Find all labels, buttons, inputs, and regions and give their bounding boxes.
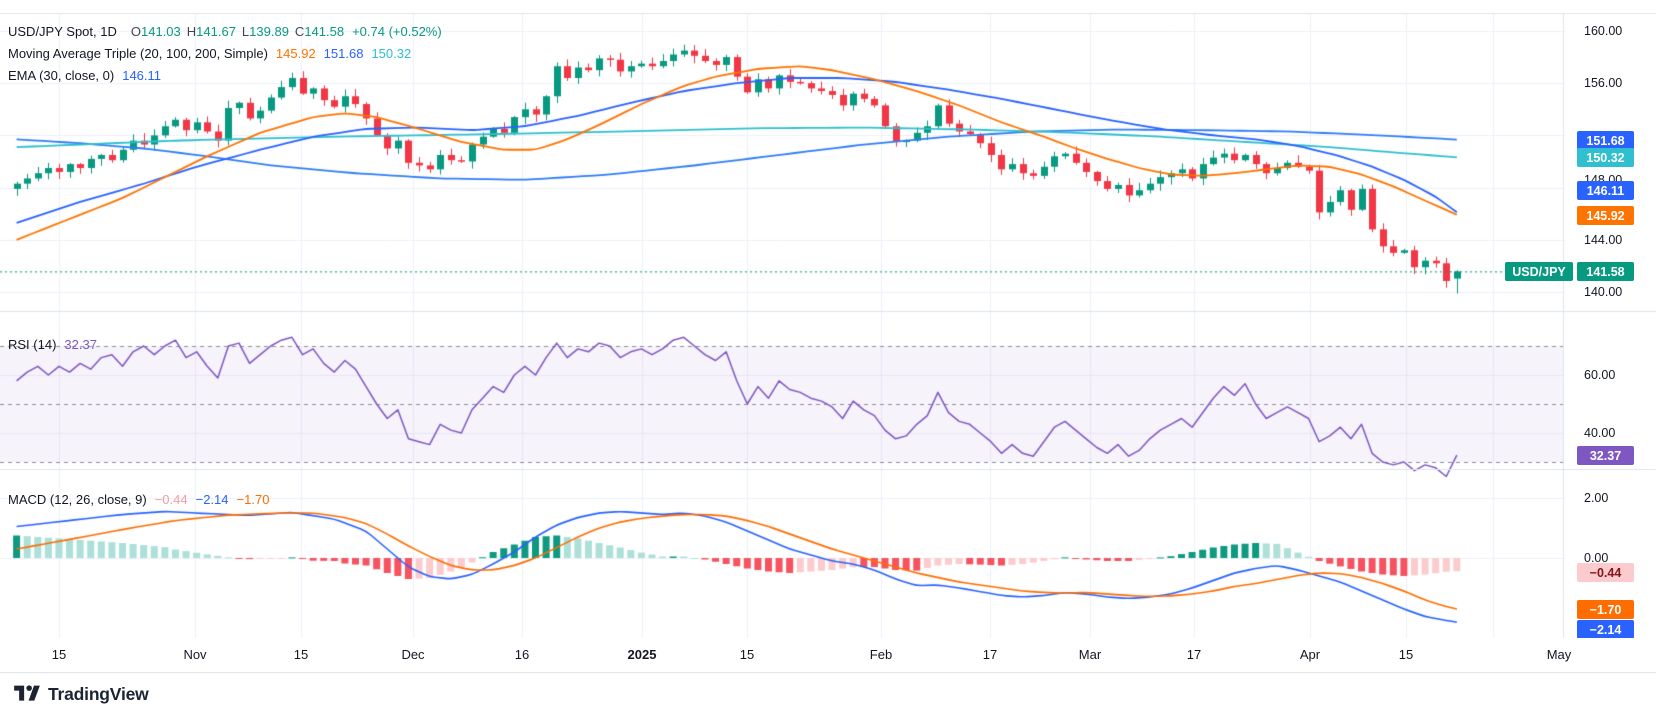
time-axis-label: May <box>1546 647 1572 662</box>
tradingview-branding[interactable]: TradingView <box>14 682 149 707</box>
time-axis-label: Dec <box>401 647 425 662</box>
macd-title[interactable]: MACD (12, 26, close, 9) <box>8 492 147 507</box>
sma20-price-badge: 145.92 <box>1577 206 1634 225</box>
ma-triple-title[interactable]: Moving Average Triple (20, 100, 200, Sim… <box>8 46 268 61</box>
ema30-price-badge: 146.11 <box>1577 181 1634 200</box>
ma-triple-legend-row: Moving Average Triple (20, 100, 200, Sim… <box>8 46 411 61</box>
macd-signal-badge: −1.70 <box>1577 600 1634 619</box>
price-axis-label: 0.00 <box>1584 551 1609 565</box>
close-value: 141.58 <box>304 24 345 39</box>
symbol-legend-row: USD/JPY Spot, 1D O141.03 H141.67 L139.89 C14… <box>8 24 442 39</box>
price-axis-label: 160.00 <box>1584 24 1623 38</box>
rsi-value: 32.37 <box>64 337 97 352</box>
tradingview-logo-icon <box>14 682 40 707</box>
time-axis[interactable]: 15 Nov 15 Dec 16 2025 15 Feb 17 Mar 17 Apr 15 May <box>0 638 1656 672</box>
time-axis-label: Nov <box>183 647 207 662</box>
time-axis-label: 15 <box>293 647 309 662</box>
tradingview-logo-text: TradingView <box>48 684 149 704</box>
time-axis-label: 15 <box>51 647 67 662</box>
ema-legend-row: EMA (30, close, 0) 146.11 <box>8 68 161 83</box>
last-price-badge: 141.58 <box>1577 262 1634 281</box>
price-axis-label: 40.00 <box>1584 426 1616 440</box>
sma100-price-badge: 151.68 <box>1577 131 1634 150</box>
symbol-title[interactable]: USD/JPY Spot, 1D <box>8 24 117 39</box>
price-axis-label: 144.00 <box>1584 233 1623 247</box>
high-value: 141.67 <box>196 24 236 39</box>
time-axis-label: Apr <box>1299 647 1321 662</box>
change-value: +0.74 (+0.52%) <box>352 24 442 39</box>
ema-value: 146.11 <box>122 68 162 83</box>
rsi-title[interactable]: RSI (14) <box>8 337 57 352</box>
low-label: L <box>241 24 250 39</box>
low-value: 139.89 <box>249 24 289 39</box>
time-axis-label: Feb <box>869 647 893 662</box>
close-label: C <box>294 24 305 39</box>
macd-line-badge: −2.14 <box>1577 620 1634 639</box>
symbol-badge: USD/JPY <box>1505 262 1573 281</box>
price-axis-label: 140.00 <box>1584 285 1623 299</box>
rsi-value-badge: 32.37 <box>1577 446 1634 465</box>
time-axis-label: 17 <box>1186 647 1202 662</box>
time-axis-label: Mar <box>1078 647 1102 662</box>
sma200-price-badge: 150.32 <box>1577 148 1634 167</box>
time-axis-label: 15 <box>739 647 755 662</box>
ema-title[interactable]: EMA (30, close, 0) <box>8 68 115 83</box>
rsi-legend-row: RSI (14) 32.37 <box>8 337 97 352</box>
open-value: 141.03 <box>141 24 181 39</box>
time-axis-label: 16 <box>514 647 530 662</box>
time-axis-label: 17 <box>982 647 998 662</box>
price-axis-label: 60.00 <box>1584 368 1616 382</box>
time-axis-label: 15 <box>1398 647 1414 662</box>
high-label: H <box>186 24 197 39</box>
price-axis-label: 156.00 <box>1584 76 1623 90</box>
macd-line-value: −2.14 <box>195 492 229 507</box>
macd-legend-row: MACD (12, 26, close, 9) −0.44 −2.14 −1.70 <box>8 492 269 507</box>
sma100-value: 151.68 <box>323 46 364 61</box>
macd-hist-value: −0.44 <box>154 492 188 507</box>
macd-hist-badge: −0.44 <box>1577 563 1634 582</box>
macd-signal-value: −1.70 <box>236 492 270 507</box>
time-axis-label: 2025 <box>627 647 657 662</box>
sma200-value: 150.32 <box>371 46 412 61</box>
open-label: O <box>130 24 141 39</box>
price-axis-label: 2.00 <box>1584 491 1609 505</box>
sma20-value: 145.92 <box>275 46 316 61</box>
